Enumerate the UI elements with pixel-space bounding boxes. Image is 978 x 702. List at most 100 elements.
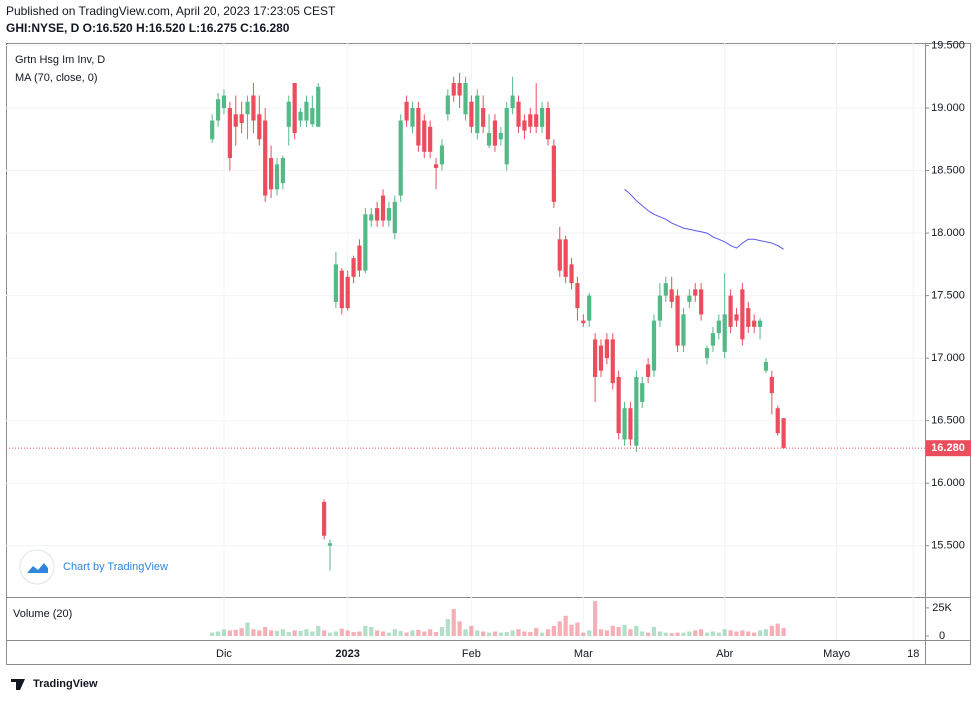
candle-body [416,108,421,146]
grid [6,43,925,640]
volume-bar [781,628,786,636]
price-label: 16.280 [931,442,965,454]
volume-bar [298,630,303,636]
candle-body [746,308,751,327]
y-tick-label: 17.000 [931,352,965,364]
candle-body [687,295,692,302]
volume-bar [769,625,774,636]
candle-body [410,108,415,127]
volume-bar [392,629,397,636]
candle-body [563,239,568,277]
volume-bar [728,630,733,636]
candle-body [757,320,763,327]
x-tick-label: 18 [907,648,919,660]
candle-body [475,95,480,134]
candle-body [604,339,609,359]
candle-body [469,101,474,127]
volume-bar [604,630,609,636]
watermark-text[interactable]: Chart by TradingView [63,561,168,573]
candle-body [545,108,551,140]
ma-line [624,188,784,250]
volume-bar [210,632,215,636]
volume-bar [233,629,238,636]
candle-body [581,320,586,324]
candle-body [716,320,721,334]
volume-bar [227,630,232,636]
volume-bar [498,632,503,636]
volume-bar [221,629,227,636]
volume-bar [593,601,598,636]
volume-bar [634,625,639,636]
volume-bar [563,615,568,636]
volume-bar [657,631,663,636]
volume-bar [775,623,780,636]
volume-bar [752,632,757,636]
x-tick-label: Feb [462,648,481,660]
volume-bar [445,619,450,636]
volume-bar [699,629,704,636]
x-tick-label: Mar [574,648,593,660]
volume-bar [257,630,262,636]
candle-body [616,376,621,434]
candle-body [651,320,657,371]
volume-bar [428,629,433,636]
candle-body [728,295,733,327]
volume-bar [693,630,698,636]
candle-body [769,376,774,394]
candle-body [210,120,215,140]
candle-body [598,345,604,371]
volume-bar [746,631,751,636]
volume-bar [215,631,221,636]
volume-bar [575,622,580,636]
volume-bar [740,630,745,636]
candle-body [445,95,450,115]
volume-bar [263,627,268,636]
watermark: Chart by TradingView [19,549,168,585]
ma-legend: MA (70, close, 0) [15,72,98,84]
volume-bar [681,632,686,636]
candle-body [280,158,285,184]
volume-bar [516,629,521,636]
y-tick-label: 19.000 [931,102,965,114]
candle-body [486,133,492,146]
candle-body [245,101,250,115]
volume-bar [274,630,280,636]
y-tick-label: 17.500 [931,290,965,302]
candle-body [257,114,262,140]
candle-body [481,108,486,127]
volume-bar [587,630,592,636]
candle-body [268,158,274,190]
candle-body [510,95,515,109]
candle-body [593,339,598,377]
volume-bar [463,629,468,636]
y-tick-label: 15.500 [931,540,965,552]
volume-tick-label: 0 [939,630,945,642]
watermark-logo [19,549,55,585]
candle-body [227,108,232,159]
candle-body [457,83,462,96]
symbol-line: GHI:NYSE, D O:16.520 H:16.520 L:16.275 C… [6,21,290,35]
volume-bar [310,631,315,636]
volume-bar [757,630,763,636]
frame [6,43,971,665]
volume-bar [439,627,445,636]
candle-body [351,258,356,277]
volume-bar [539,632,545,636]
candle-body [322,501,327,536]
volume-bar [251,629,256,636]
candle-body [433,164,439,169]
volume-bar [386,632,392,636]
candle-body [221,95,227,109]
candle-body [451,83,456,96]
volume-bar [492,631,498,636]
candle-body [775,408,780,434]
candle-body [781,418,786,449]
volume-bar [398,630,403,636]
volume-bar [469,625,474,636]
candle-body [634,376,639,446]
x-tick-label: 2023 [335,648,359,660]
volume-bar [510,630,515,636]
volume-bar [610,625,615,636]
candle-body [398,120,403,196]
